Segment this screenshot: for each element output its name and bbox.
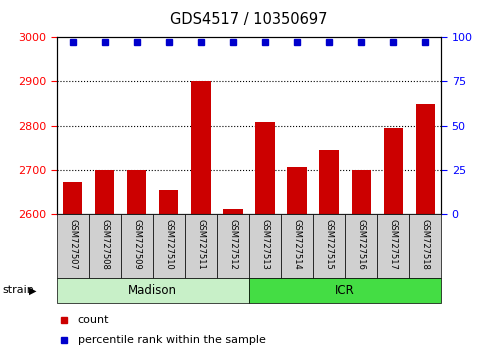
Bar (352, 170, 371, 214)
Text: GSM727516: GSM727516 (356, 219, 366, 270)
Bar (377, 214, 409, 278)
Bar (255, 122, 275, 214)
Text: GSM727512: GSM727512 (228, 219, 238, 270)
Bar (249, 278, 441, 303)
Text: GSM727518: GSM727518 (421, 219, 430, 270)
Bar (185, 214, 217, 278)
Bar (416, 103, 435, 214)
Text: Madison: Madison (128, 284, 177, 297)
Bar (89, 214, 121, 278)
Text: GSM727511: GSM727511 (196, 219, 206, 270)
Bar (159, 190, 178, 214)
Bar (319, 150, 339, 214)
Text: GSM727507: GSM727507 (68, 219, 77, 270)
Bar (287, 167, 307, 214)
Bar (57, 214, 89, 278)
Text: ▶: ▶ (29, 285, 36, 295)
Bar (63, 182, 82, 214)
Bar (57, 278, 249, 303)
Text: GSM727508: GSM727508 (100, 219, 109, 270)
Text: GSM727513: GSM727513 (260, 219, 270, 270)
Bar (121, 214, 153, 278)
Bar (409, 214, 441, 278)
Bar (153, 214, 185, 278)
Text: strain: strain (2, 285, 35, 295)
Bar (281, 214, 313, 278)
Text: GSM727509: GSM727509 (132, 219, 141, 270)
Bar (127, 170, 146, 214)
Bar (313, 214, 345, 278)
Bar (384, 128, 403, 214)
Text: GSM727517: GSM727517 (388, 219, 398, 270)
Bar (345, 214, 377, 278)
Bar (249, 214, 281, 278)
Bar (191, 81, 211, 214)
Text: GSM727515: GSM727515 (324, 219, 334, 270)
Text: GDS4517 / 10350697: GDS4517 / 10350697 (170, 12, 328, 27)
Text: percentile rank within the sample: percentile rank within the sample (78, 335, 266, 345)
Bar (217, 214, 249, 278)
Text: ICR: ICR (335, 284, 355, 297)
Text: count: count (78, 315, 109, 325)
Text: GSM727510: GSM727510 (164, 219, 174, 270)
Bar (95, 170, 114, 214)
Bar (223, 209, 243, 214)
Text: GSM727514: GSM727514 (292, 219, 302, 270)
